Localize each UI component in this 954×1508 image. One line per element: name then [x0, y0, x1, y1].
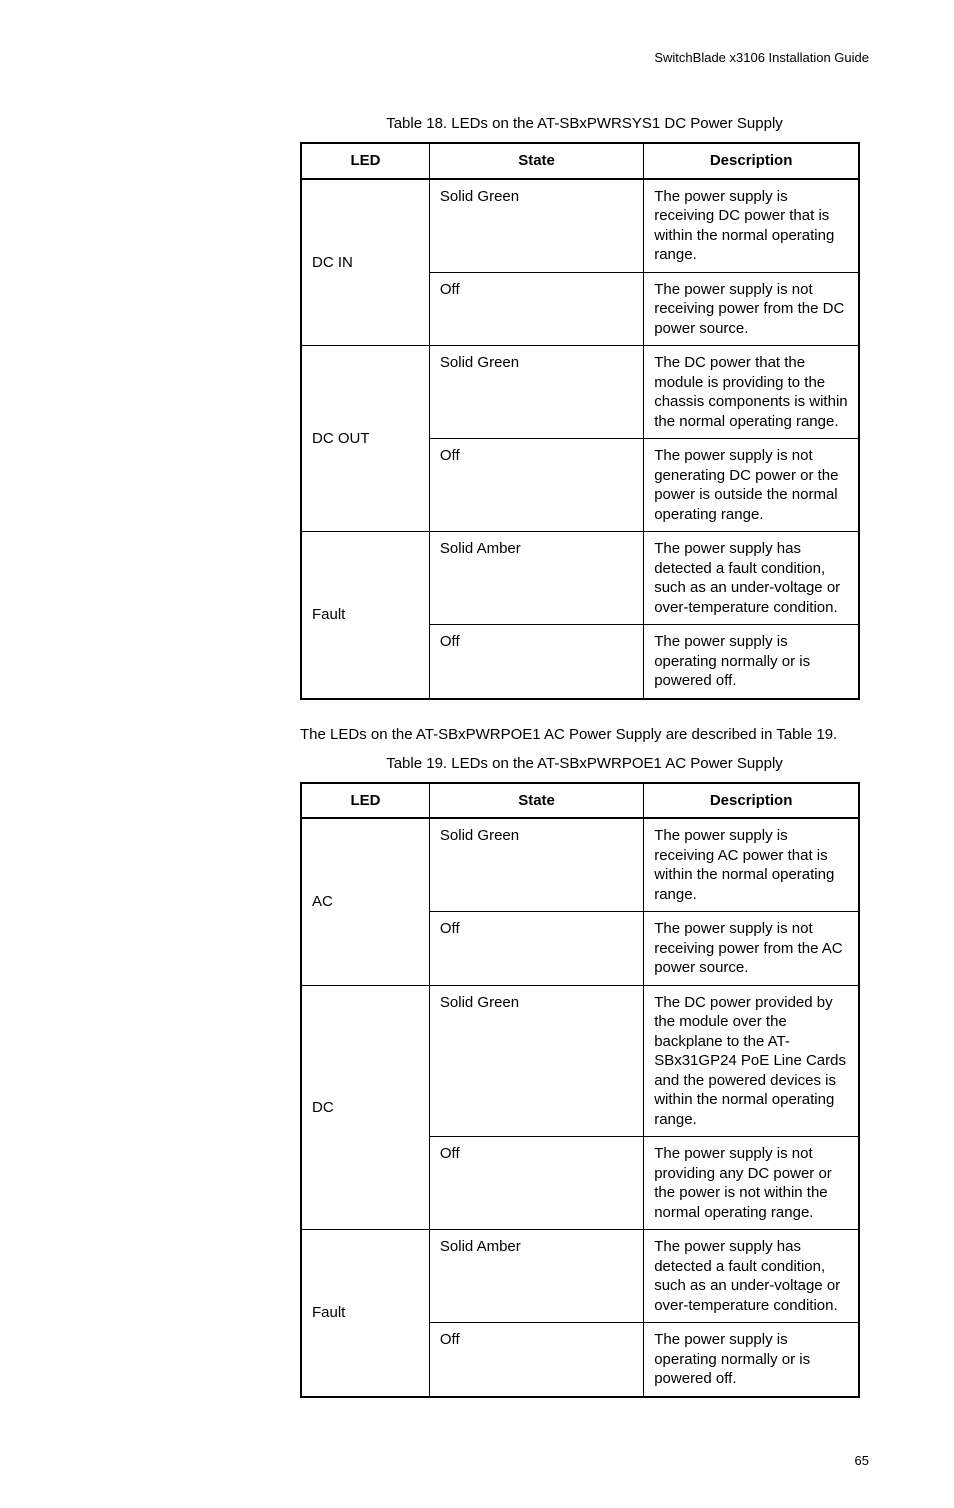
table-row: DC Solid Green The DC power provided by …: [301, 985, 859, 1137]
header-state: State: [429, 143, 643, 179]
desc-cell: The power supply is not receiving power …: [644, 272, 859, 346]
header-led: LED: [301, 783, 429, 819]
desc-cell: The power supply is not generating DC po…: [644, 439, 859, 532]
state-cell: Off: [429, 912, 643, 986]
table-row: Fault Solid Amber The power supply has d…: [301, 1230, 859, 1323]
header-description: Description: [644, 783, 859, 819]
led-cell: DC: [301, 985, 429, 1230]
state-cell: Solid Amber: [429, 532, 643, 625]
desc-cell: The DC power that the module is providin…: [644, 346, 859, 439]
desc-cell: The DC power provided by the module over…: [644, 985, 859, 1137]
table-18: LED State Description DC IN Solid Green …: [300, 142, 860, 700]
led-cell: DC OUT: [301, 346, 429, 532]
desc-cell: The power supply is not receiving power …: [644, 912, 859, 986]
desc-cell: The power supply is not providing any DC…: [644, 1137, 859, 1230]
table-row: Fault Solid Amber The power supply has d…: [301, 532, 859, 625]
state-cell: Solid Green: [429, 818, 643, 912]
content-area: Table 18. LEDs on the AT-SBxPWRSYS1 DC P…: [300, 115, 869, 1398]
desc-cell: The power supply is receiving AC power t…: [644, 818, 859, 912]
led-cell: AC: [301, 818, 429, 985]
desc-cell: The power supply is operating normally o…: [644, 625, 859, 699]
led-cell: Fault: [301, 1230, 429, 1397]
desc-cell: The power supply is receiving DC power t…: [644, 179, 859, 273]
state-cell: Solid Amber: [429, 1230, 643, 1323]
header-led: LED: [301, 143, 429, 179]
page-header: SwitchBlade x3106 Installation Guide: [85, 50, 869, 65]
table-row: AC Solid Green The power supply is recei…: [301, 818, 859, 912]
table-19-intro: The LEDs on the AT-SBxPWRPOE1 AC Power S…: [300, 725, 869, 745]
state-cell: Off: [429, 1137, 643, 1230]
page-number: 65: [85, 1453, 869, 1468]
table-row: DC OUT Solid Green The DC power that the…: [301, 346, 859, 439]
table-18-caption: Table 18. LEDs on the AT-SBxPWRSYS1 DC P…: [300, 115, 869, 132]
table-header-row: LED State Description: [301, 143, 859, 179]
table-header-row: LED State Description: [301, 783, 859, 819]
led-cell: DC IN: [301, 179, 429, 346]
table-19-caption: Table 19. LEDs on the AT-SBxPWRPOE1 AC P…: [300, 755, 869, 772]
state-cell: Off: [429, 625, 643, 699]
state-cell: Off: [429, 439, 643, 532]
header-state: State: [429, 783, 643, 819]
state-cell: Off: [429, 272, 643, 346]
table-19: LED State Description AC Solid Green The…: [300, 782, 860, 1398]
header-description: Description: [644, 143, 859, 179]
state-cell: Off: [429, 1323, 643, 1397]
state-cell: Solid Green: [429, 346, 643, 439]
table-row: DC IN Solid Green The power supply is re…: [301, 179, 859, 273]
desc-cell: The power supply has detected a fault co…: [644, 532, 859, 625]
state-cell: Solid Green: [429, 179, 643, 273]
desc-cell: The power supply has detected a fault co…: [644, 1230, 859, 1323]
led-cell: Fault: [301, 532, 429, 699]
state-cell: Solid Green: [429, 985, 643, 1137]
desc-cell: The power supply is operating normally o…: [644, 1323, 859, 1397]
